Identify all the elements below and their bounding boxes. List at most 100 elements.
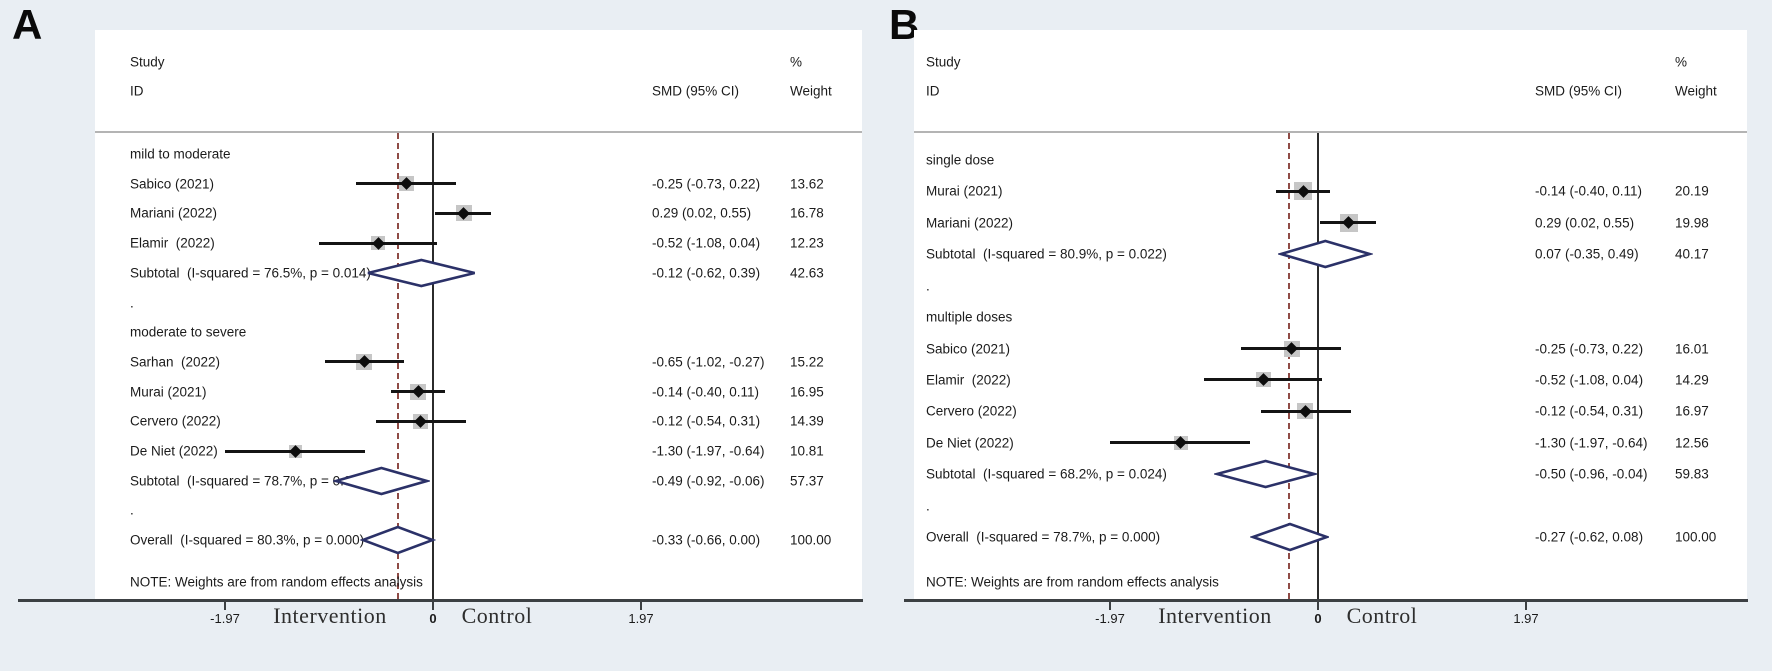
- col-header-study: Study: [130, 54, 165, 70]
- axis-tick-label: 1.97: [1513, 611, 1539, 626]
- smd-ci-value: -0.12 (-0.62, 0.39): [652, 265, 761, 281]
- smd-ci-value: -0.12 (-0.54, 0.31): [652, 413, 761, 429]
- axis-left-label: Intervention: [1158, 603, 1272, 628]
- axis-tick-label: -1.97: [1095, 611, 1125, 626]
- panel-a-letter: A: [12, 1, 43, 48]
- smd-ci-value: -0.14 (-0.40, 0.11): [1535, 183, 1643, 199]
- overall-diamond: [360, 525, 436, 555]
- axis-tick: [224, 602, 226, 610]
- axis-tick-label: 0: [429, 611, 437, 626]
- weight-value: 14.39: [790, 413, 824, 429]
- group-row-label: multiple doses: [926, 309, 1013, 325]
- overall-diamond: [1249, 522, 1330, 552]
- dot-row-label: .: [926, 278, 930, 294]
- weight-value: 16.95: [790, 384, 824, 400]
- col-header-pct: %: [1675, 54, 1688, 70]
- weight-value: 59.83: [1675, 466, 1709, 482]
- weight-value: 20.19: [1675, 183, 1709, 199]
- study-row-label: De Niet (2022): [130, 443, 218, 459]
- group-row-label: mild to moderate: [130, 146, 231, 162]
- study-row-label: Cervero (2022): [926, 403, 1017, 419]
- x-axis-line: [904, 599, 1748, 602]
- smd-ci-value: -0.50 (-0.96, -0.04): [1535, 466, 1648, 482]
- subtotal-row-label: Subtotal (I-squared = 76.5%, p = 0.014): [130, 265, 371, 281]
- smd-ci-value: -0.52 (-1.08, 0.04): [652, 235, 761, 251]
- subtotal-row-label: Subtotal (I-squared = 68.2%, p = 0.024): [926, 466, 1167, 482]
- axis-left-label: Intervention: [273, 603, 387, 628]
- axis-tick: [1109, 602, 1111, 610]
- weight-value: 40.17: [1675, 246, 1709, 262]
- overall-effect-dashed-line: [397, 133, 399, 599]
- weight-value: 19.98: [1675, 215, 1709, 231]
- weight-value: 16.01: [1675, 341, 1709, 357]
- subtotal-diamond: [367, 258, 475, 288]
- weight-value: 16.78: [790, 205, 824, 221]
- smd-ci-value: 0.29 (0.02, 0.55): [1535, 215, 1635, 231]
- smd-ci-value: -0.65 (-1.02, -0.27): [652, 354, 765, 370]
- col-header-smd: SMD (95% CI): [652, 83, 740, 99]
- axis-tick-label: 0: [1314, 611, 1322, 626]
- study-row-label: Sabico (2021): [926, 341, 1011, 357]
- smd-ci-value: -1.30 (-1.97, -0.64): [652, 443, 765, 459]
- header-divider: [95, 131, 862, 133]
- group-row-label: moderate to severe: [130, 324, 247, 340]
- null-effect-line: [1317, 133, 1319, 599]
- axis-tick: [1317, 602, 1319, 610]
- weight-value: 42.63: [790, 265, 824, 281]
- weight-value: 15.22: [790, 354, 824, 370]
- axis-tick: [640, 602, 642, 610]
- study-row-label: Murai (2021): [130, 384, 207, 400]
- header-divider: [914, 131, 1747, 133]
- study-row-label: Mariani (2022): [130, 205, 218, 221]
- axis-tick-label: -1.97: [210, 611, 240, 626]
- col-header-smd: SMD (95% CI): [1535, 83, 1623, 99]
- weight-value: 100.00: [790, 532, 832, 548]
- col-header-id: ID: [926, 83, 940, 99]
- weight-value: 100.00: [1675, 529, 1717, 545]
- subtotal-diamond: [1213, 459, 1317, 489]
- smd-ci-value: -0.27 (-0.62, 0.08): [1535, 529, 1644, 545]
- axis-tick-label: 1.97: [628, 611, 654, 626]
- subtotal-row-label: Subtotal (I-squared = 78.7%, p = 0.003): [130, 473, 371, 489]
- study-row-label: Sabico (2021): [130, 176, 215, 192]
- col-header-weight: Weight: [1675, 83, 1717, 99]
- axis-tick: [432, 602, 434, 610]
- study-row-label: Elamir (2022): [926, 372, 1011, 388]
- smd-ci-value: -0.12 (-0.54, 0.31): [1535, 403, 1644, 419]
- weight-value: 12.56: [1675, 435, 1709, 451]
- weight-value: 10.81: [790, 443, 824, 459]
- smd-ci-value: -0.49 (-0.92, -0.06): [652, 473, 765, 489]
- panel-a-plot-area: [95, 30, 862, 600]
- weight-value: 13.62: [790, 176, 824, 192]
- col-header-study: Study: [926, 54, 961, 70]
- axis-right-label: Control: [1346, 603, 1418, 628]
- smd-ci-value: -0.14 (-0.40, 0.11): [652, 384, 760, 400]
- subtotal-diamond: [332, 466, 430, 496]
- study-row-label: Cervero (2022): [130, 413, 221, 429]
- col-header-pct: %: [790, 54, 803, 70]
- weight-value: 16.97: [1675, 403, 1709, 419]
- smd-ci-value: -0.52 (-1.08, 0.04): [1535, 372, 1644, 388]
- null-effect-line: [432, 133, 434, 599]
- smd-ci-value: -0.25 (-0.73, 0.22): [652, 176, 761, 192]
- smd-ci-value: 0.07 (-0.35, 0.49): [1535, 246, 1639, 262]
- subtotal-diamond: [1278, 239, 1373, 269]
- study-row-label: Elamir (2022): [130, 235, 215, 251]
- x-axis-line: [18, 599, 863, 602]
- dot-row-label: .: [130, 502, 134, 518]
- weight-value: 14.29: [1675, 372, 1709, 388]
- smd-ci-value: -0.33 (-0.66, 0.00): [652, 532, 761, 548]
- col-header-weight: Weight: [790, 83, 832, 99]
- col-header-id: ID: [130, 83, 144, 99]
- overall-row-label: Overall (I-squared = 78.7%, p = 0.000): [926, 529, 1161, 545]
- study-row-label: Sarhan (2022): [130, 354, 221, 370]
- overall-effect-dashed-line: [1288, 133, 1290, 599]
- random-effects-note: NOTE: Weights are from random effects an…: [926, 574, 1219, 590]
- random-effects-note: NOTE: Weights are from random effects an…: [130, 574, 423, 590]
- study-row-label: De Niet (2022): [926, 435, 1014, 451]
- smd-ci-value: -1.30 (-1.97, -0.64): [1535, 435, 1648, 451]
- weight-value: 12.23: [790, 235, 824, 251]
- study-row-label: Murai (2021): [926, 183, 1003, 199]
- weight-value: 57.37: [790, 473, 824, 489]
- axis-tick: [1525, 602, 1527, 610]
